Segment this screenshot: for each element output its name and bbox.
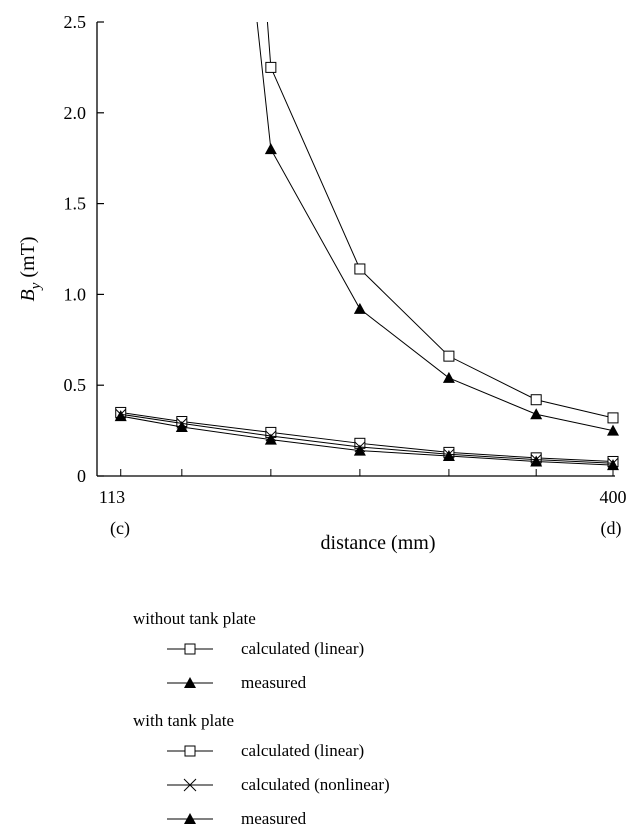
- series-line: [256, 22, 614, 432]
- x-tick-label: 400: [600, 487, 627, 507]
- data-point-triangle: [607, 459, 619, 471]
- series-line: [266, 22, 614, 419]
- legend-item-label: calculated (nonlinear): [241, 775, 390, 794]
- x-end-label-left: (c): [110, 518, 130, 539]
- data-point-triangle: [264, 143, 277, 155]
- triangle-marker-icon: [167, 813, 213, 824]
- series-2: [115, 406, 619, 467]
- y-tick-label: 1.5: [64, 194, 87, 214]
- data-point-square: [443, 350, 455, 362]
- data-point-triangle: [442, 371, 455, 383]
- data-point-triangle: [353, 444, 366, 456]
- data-point-square: [265, 61, 277, 73]
- data-point-triangle: [264, 433, 277, 445]
- legend-item: measured: [133, 666, 553, 700]
- data-point-square: [530, 394, 542, 406]
- data-point-triangle: [442, 450, 455, 462]
- data-point-triangle: [530, 408, 543, 420]
- data-point-square: [607, 412, 619, 424]
- data-point-triangle: [175, 420, 188, 432]
- y-tick-label: 0: [77, 466, 86, 486]
- data-point-square: [354, 263, 366, 275]
- legend-group-title: with tank plate: [133, 711, 235, 730]
- cross-marker-icon: [167, 778, 213, 792]
- data-point-triangle: [607, 424, 619, 436]
- chart-canvas: 0 0.5 1.0 1.5 2.0 2.5 113 400 By (mT) distance…: [17, 12, 627, 554]
- legend-item: calculated (linear): [133, 632, 553, 666]
- x-ticks: 113 400: [99, 469, 627, 507]
- legend-item-label: measured: [241, 673, 307, 692]
- legend-item: measured: [133, 802, 553, 836]
- x-end-label-right: (d): [601, 518, 622, 539]
- y-tick-label: 2.5: [64, 12, 87, 32]
- y-ticks: 0 0.5 1.0 1.5 2.0 2.5: [64, 12, 104, 486]
- series-layer: [114, 22, 619, 471]
- legend-item-label: calculated (linear): [241, 639, 365, 658]
- y-tick-label: 1.0: [64, 284, 87, 304]
- square-marker-icon: [167, 745, 213, 757]
- y-axis-title: By (mT): [17, 237, 44, 302]
- series-3: [115, 408, 619, 469]
- data-point-triangle: [530, 455, 543, 467]
- series-0: [265, 22, 619, 424]
- legend-group-title: without tank plate: [133, 609, 256, 628]
- legend-item-label: calculated (linear): [241, 741, 365, 760]
- series-4: [114, 410, 619, 471]
- series-1: [256, 22, 619, 436]
- legend: without tank plate calculated (linear) m…: [133, 606, 553, 836]
- y-tick-label: 0.5: [64, 375, 87, 395]
- legend-item-label: measured: [241, 809, 307, 828]
- triangle-marker-icon: [167, 677, 213, 688]
- square-marker-icon: [167, 643, 213, 655]
- y-tick-label: 2.0: [64, 103, 87, 123]
- data-point-triangle: [353, 302, 366, 314]
- legend-item: calculated (nonlinear): [133, 768, 553, 802]
- x-tick-label: 113: [99, 487, 125, 507]
- data-point-triangle: [114, 410, 127, 422]
- legend-item: calculated (linear): [133, 734, 553, 768]
- x-axis-title: distance (mm): [321, 532, 436, 554]
